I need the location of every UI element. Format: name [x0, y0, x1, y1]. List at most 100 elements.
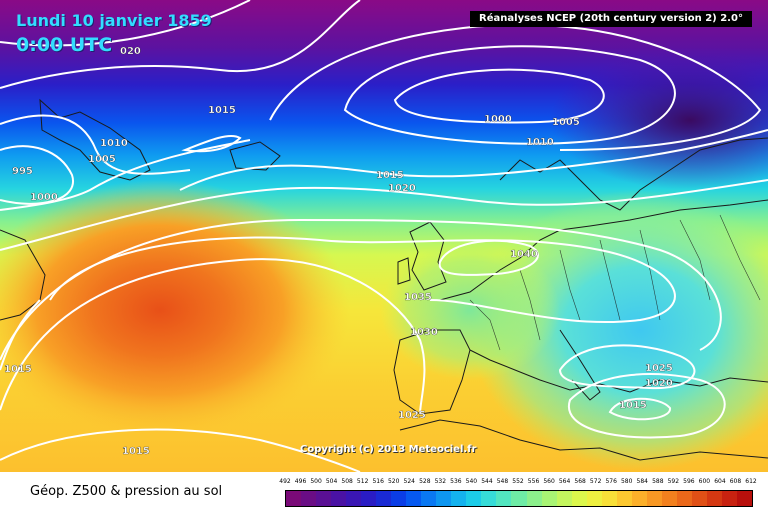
italy-coast: [559, 329, 601, 401]
isobar-label: 1005: [88, 154, 116, 165]
legend-color-swatch: [736, 491, 752, 506]
legend-tick-label: 548: [496, 478, 509, 485]
borders: [469, 214, 761, 351]
legend-tick-label: 508: [341, 478, 353, 485]
legend-color-swatch: [361, 491, 377, 506]
legend-tick-label: 524: [403, 478, 415, 485]
legend-color-swatch: [316, 491, 332, 506]
eastern-trough-shading: [470, 190, 768, 470]
isobar-label: 1025: [645, 363, 673, 374]
greenland-coast: [39, 98, 151, 181]
map-variable-label: Géop. Z500 & pression au sol: [30, 484, 223, 499]
isobar-label: 1025: [398, 410, 426, 421]
legend-tick-label: 564: [558, 478, 571, 485]
central-shading: [380, 240, 560, 380]
isobar-labels: 020 1015 1010 1005 995 1000 1000 1005 10…: [4, 46, 673, 457]
legend-color-swatch: [466, 491, 482, 506]
map-time: 0:00 UTC: [16, 34, 113, 56]
legend-color-swatch: [421, 491, 437, 506]
legend-color-swatch: [661, 491, 677, 506]
legend-color-swatch: [376, 491, 392, 506]
legend-tick-label: 604: [714, 478, 726, 485]
legend-tick-label: 500: [310, 478, 322, 485]
isobar-1000-low: [393, 68, 605, 124]
isobar-1010-west: [0, 114, 191, 175]
canada-coast: [0, 229, 46, 321]
isobar-label: 1040: [510, 249, 538, 260]
isobars: [0, 0, 768, 472]
legend-color-swatch: [331, 491, 347, 506]
isobar-1010-north: [269, 23, 762, 151]
isobar-label: 1030: [410, 327, 438, 338]
isobar-label: 995: [12, 166, 33, 177]
isobar-1025-iberia: [0, 258, 426, 415]
ridge-shading: [0, 180, 350, 440]
isobar-label: 1035: [404, 292, 432, 303]
isobar-label: 1000: [30, 192, 58, 203]
isobar-1015-east: [608, 397, 671, 421]
map-canvas: 020 1015 1010 1005 995 1000 1000 1005 10…: [0, 0, 768, 472]
map-date: Lundi 10 janvier 1859: [16, 11, 212, 30]
isobar-label: 1015: [208, 105, 236, 116]
legend-tick-label: 540: [465, 478, 478, 485]
ireland-coast: [397, 257, 411, 285]
legend-tick-label: 592: [667, 478, 680, 485]
isobar-1020-east: [567, 373, 726, 439]
isobar-1005-low: [343, 45, 676, 145]
isobar-label: 1015: [376, 170, 404, 181]
legend-tick-label: 512: [356, 478, 369, 485]
isobar-label: 020: [120, 46, 141, 57]
country-borders: [469, 214, 761, 351]
legend-color-swatch: [541, 491, 557, 506]
legend-color-swatch: [631, 491, 647, 506]
isobar-label: 1010: [526, 137, 554, 148]
legend-color-swatch: [721, 491, 737, 506]
legend-tick-label: 520: [387, 478, 400, 485]
legend-tick-label: 492: [279, 478, 291, 485]
legend-tick-label: 580: [620, 478, 633, 485]
iceland-coast: [229, 141, 281, 171]
legend-tick-label: 576: [605, 478, 617, 485]
legend-tick-label: 584: [636, 478, 648, 485]
isobar-label: 1020: [645, 378, 673, 389]
legend-color-swatch: [511, 491, 527, 506]
legend-color-swatch: [496, 491, 512, 506]
legend-tick-label: 572: [589, 478, 602, 485]
isobar-1010-small: [181, 134, 242, 153]
isobar-label: 1015: [4, 364, 32, 375]
isobar-label: 1015: [122, 446, 150, 457]
legend-tick-labels: 492 496 500 504 508 512 516 520 524 528 532 536 540 5…: [279, 478, 757, 488]
british-isles-coast: [409, 221, 447, 291]
legend-color-swatch: [571, 491, 587, 506]
isobar-1015-westedge: [0, 299, 41, 371]
isobar-1020-north: [0, 0, 251, 47]
legend-color-swatch: [286, 491, 302, 506]
legend-color-swatch: [646, 491, 662, 506]
legend-tick-label: 556: [527, 478, 540, 485]
weather-map: 020 1015 1010 1005 995 1000 1000 1005 10…: [0, 0, 768, 472]
isobar-1015-north: [0, 0, 361, 89]
isobar-label: 1015: [619, 400, 647, 411]
color-scale-legend: [285, 490, 753, 507]
legend-color-swatch: [436, 491, 452, 506]
isobar-1040: [438, 239, 539, 276]
isobar-1015-mid: [179, 129, 768, 191]
isobar-1005-west: [0, 145, 75, 205]
legend-tick-label: 612: [745, 478, 757, 485]
legend-color-swatch: [406, 491, 422, 506]
legend-tick-label: 568: [574, 478, 586, 485]
legend-tick-label: 588: [652, 478, 664, 485]
copyright-notice: Copyright (c) 2013 Meteociel.fr: [300, 444, 477, 455]
legend-tick-label: 532: [434, 478, 447, 485]
isobar-label: 1010: [100, 138, 128, 149]
legend-color-swatch: [481, 491, 497, 506]
africa-coast: [399, 419, 768, 461]
legend-tick-label: 544: [481, 478, 493, 485]
iberia-coast: [393, 329, 471, 415]
isobar-label: 1020: [388, 183, 416, 194]
isobar-1015-south: [0, 428, 361, 472]
isobar-label: 1005: [552, 117, 580, 128]
legend-color-swatch: [676, 491, 692, 506]
isobar-label: 1000: [484, 114, 512, 125]
isobar-1030: [0, 218, 722, 361]
